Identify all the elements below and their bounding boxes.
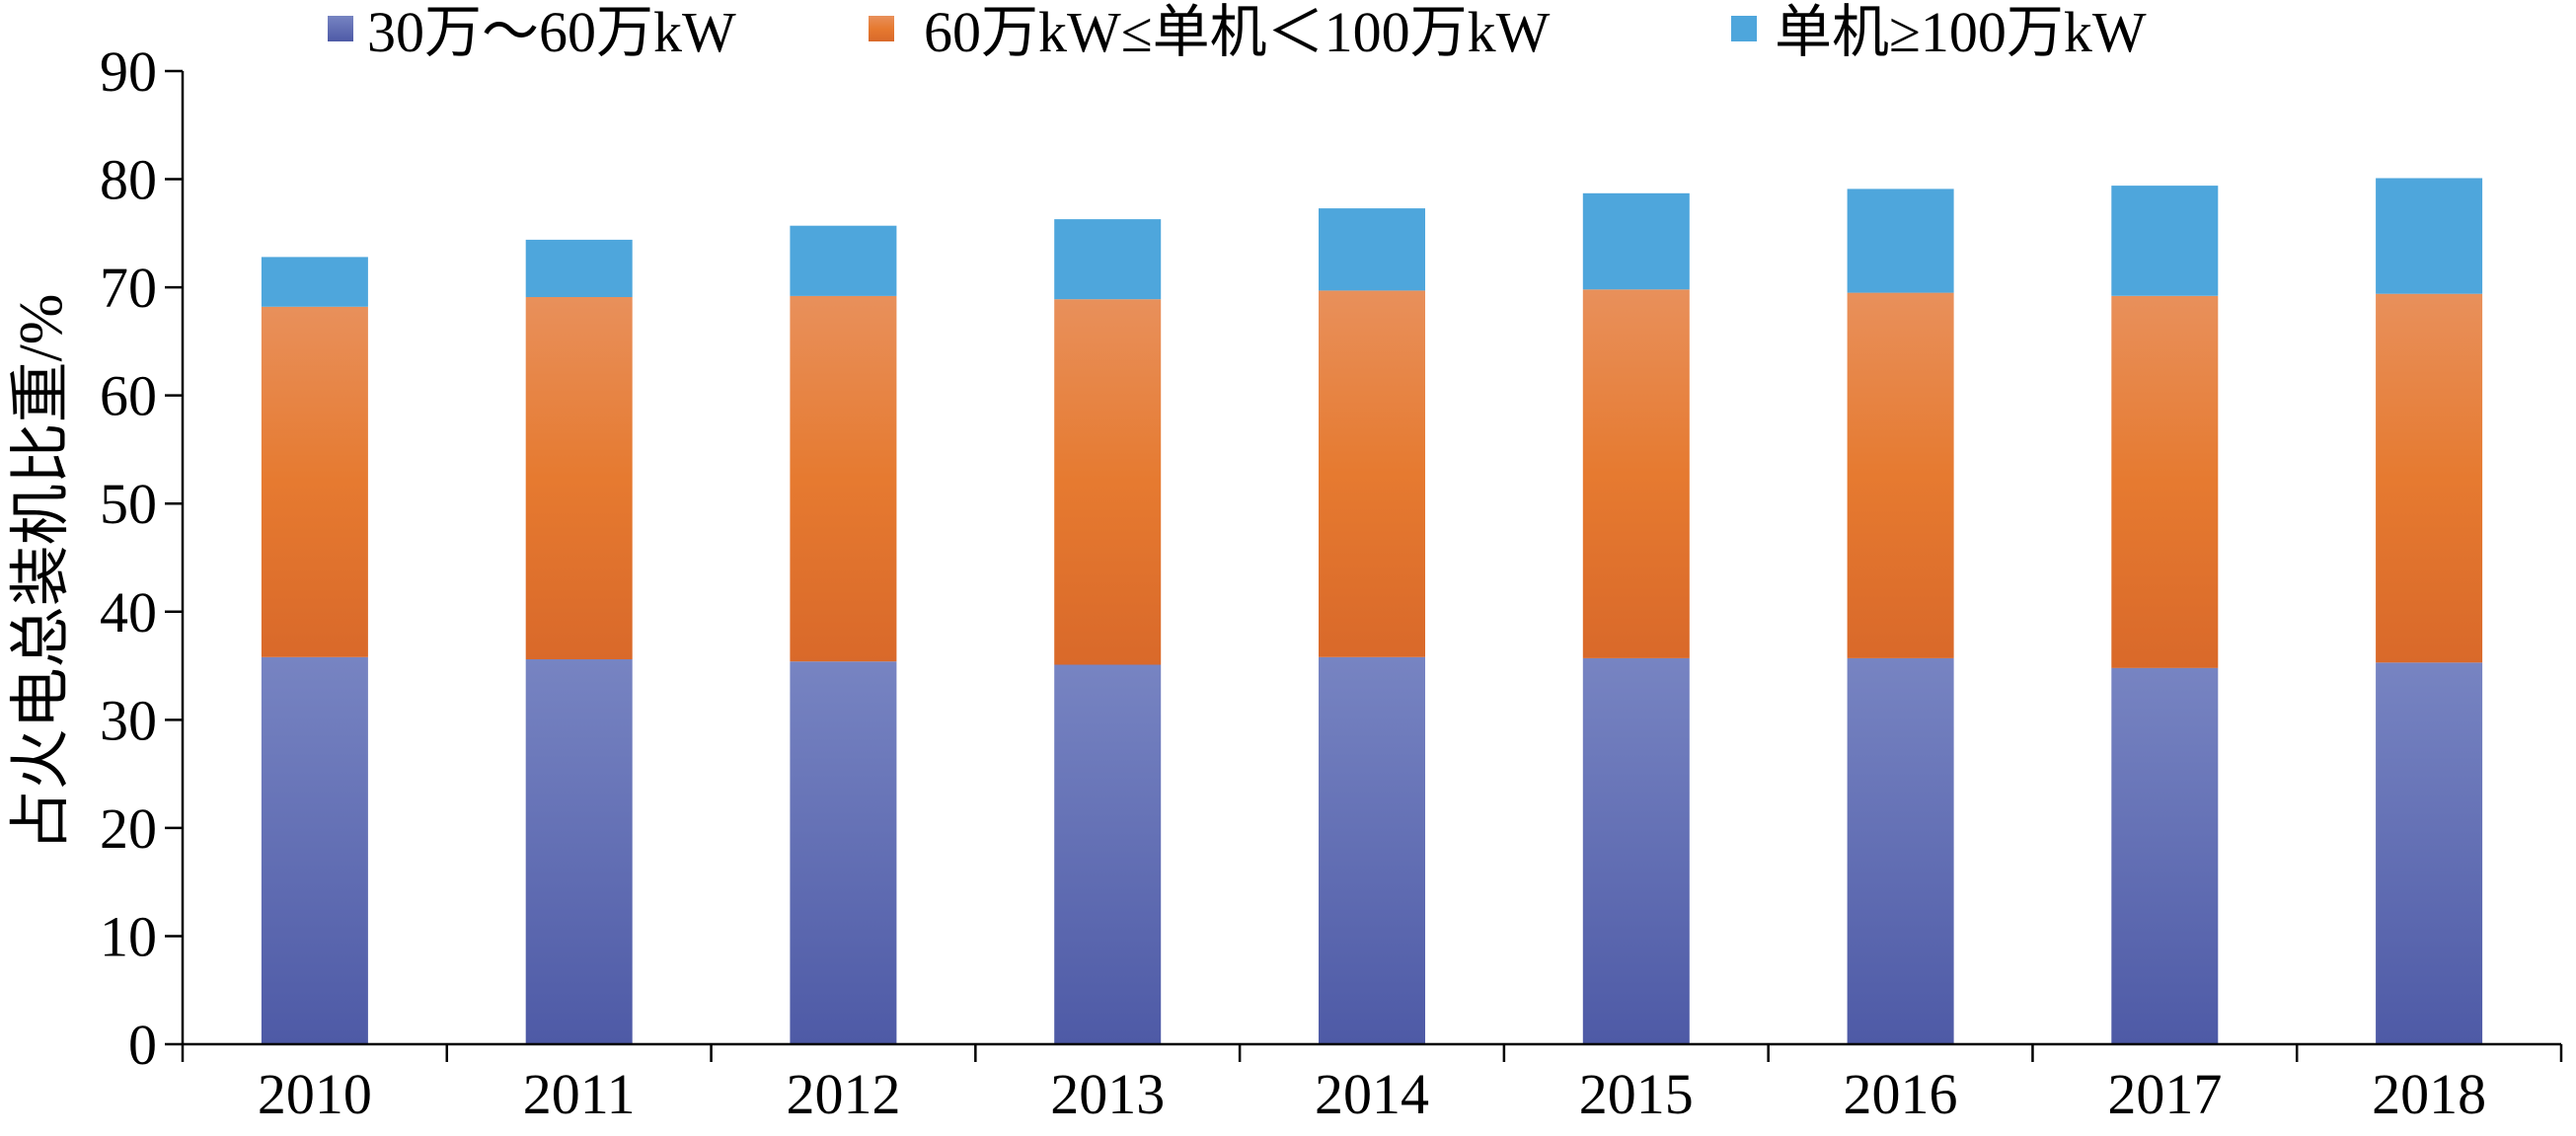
bar-2018-series-1	[2376, 293, 2483, 663]
bar-2017-series-2	[2111, 186, 2219, 296]
legend-label-2: 单机≥100万kW	[1775, 0, 2147, 64]
x-tick-label: 2018	[2372, 1062, 2486, 1126]
bar-2016-series-1	[1847, 292, 1954, 658]
bar-2013-series-1	[1054, 299, 1162, 665]
bar-2010-series-1	[261, 306, 368, 657]
bar-2014-series-2	[1319, 208, 1425, 291]
legend-label-0: 30万～60万kW	[367, 0, 736, 64]
x-axis: 2010 2011 2012 2013 2014 2015 2016 2017 2018	[181, 1042, 2563, 1126]
bar-2014-series-0	[1319, 656, 1425, 1044]
bar-2017-series-0	[2111, 667, 2219, 1044]
x-tick-label: 2015	[1579, 1062, 1694, 1126]
bar-2013-series-2	[1054, 219, 1162, 300]
bar-2015-series-2	[1582, 192, 1690, 290]
x-tick-label: 2017	[2107, 1062, 2222, 1126]
bar-2015-series-1	[1582, 289, 1690, 658]
bar-2016-series-2	[1847, 189, 1954, 293]
bar-2010-series-2	[261, 257, 368, 307]
y-tick-label: 0	[128, 1013, 157, 1077]
legend-swatch-2	[1731, 16, 1757, 41]
legend-swatch-0	[328, 16, 353, 41]
bar-2013-series-0	[1054, 664, 1162, 1044]
y-tick-label: 80	[100, 148, 157, 212]
bar-2011-series-1	[525, 297, 633, 659]
y-tick-label: 60	[100, 364, 157, 428]
x-tick-label: 2010	[258, 1062, 372, 1126]
bar-2012-series-1	[790, 295, 897, 662]
x-tick-label: 2013	[1050, 1062, 1165, 1126]
bar-2011-series-2	[525, 239, 633, 297]
x-tick-label: 2012	[786, 1062, 900, 1126]
x-tick-label: 2016	[1844, 1062, 1958, 1126]
legend-label-1: 60万kW≤单机＜100万kW	[924, 0, 1551, 64]
y-tick-label: 10	[100, 904, 157, 968]
bar-2018-series-2	[2376, 178, 2483, 294]
legend: 30万～60万kW 60万kW≤单机＜100万kW 单机≥100万kW	[328, 0, 2147, 64]
bar-2018-series-0	[2376, 662, 2483, 1044]
bar-2015-series-0	[1582, 657, 1690, 1044]
bar-2011-series-0	[525, 659, 633, 1044]
y-axis-title: 占火电总装机比重/%	[8, 294, 75, 852]
y-tick-label: 20	[100, 796, 157, 861]
x-tick-label: 2011	[523, 1062, 636, 1126]
bar-2014-series-1	[1319, 290, 1425, 657]
bars-group	[261, 178, 2483, 1044]
y-tick-label: 90	[100, 39, 157, 104]
bar-2010-series-0	[261, 656, 368, 1044]
bar-2016-series-0	[1847, 657, 1954, 1044]
x-tick-label: 2014	[1315, 1062, 1429, 1126]
y-axis: 0 10 20 30 40 50 60 70 80 90	[100, 39, 185, 1077]
y-tick-label: 30	[100, 688, 157, 752]
legend-swatch-1	[869, 16, 894, 41]
y-tick-label: 50	[100, 472, 157, 536]
bar-2012-series-2	[790, 225, 897, 296]
bar-2017-series-1	[2111, 295, 2219, 668]
bar-2012-series-0	[790, 661, 897, 1044]
y-tick-label: 40	[100, 580, 157, 644]
y-tick-label: 70	[100, 256, 157, 320]
